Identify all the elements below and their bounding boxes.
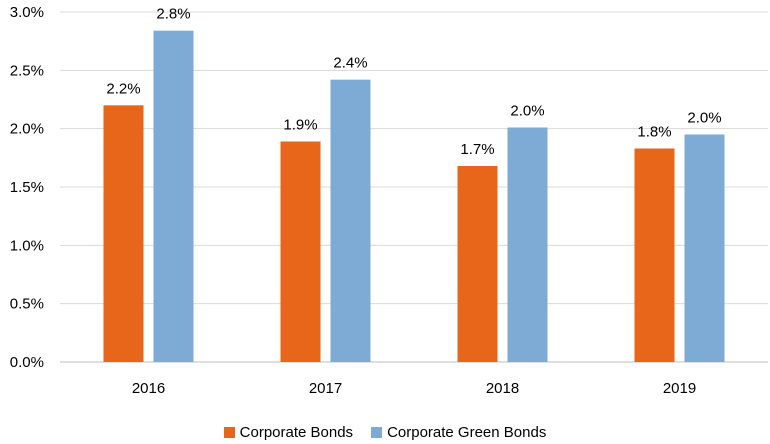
- legend-item-corporate-green-bonds: Corporate Green Bonds: [371, 424, 546, 441]
- y-tick-label: 0.0%: [10, 354, 44, 371]
- bar-corporate-green-bonds-2019: [684, 134, 725, 362]
- bar-corporate-bonds-2018: [457, 166, 498, 362]
- legend-item-corporate-bonds: Corporate Bonds: [223, 423, 354, 441]
- bar-corporate-green-bonds-2017: [330, 79, 371, 363]
- data-label: 1.8%: [637, 124, 671, 141]
- y-tick-label: 3.0%: [10, 4, 44, 21]
- x-axis: 2016 2017 2018 2019: [132, 380, 696, 397]
- bar-corporate-bonds-2016: [103, 105, 144, 362]
- y-tick-label: 2.0%: [10, 121, 44, 138]
- bar-corporate-green-bonds-2016: [153, 30, 194, 363]
- legend-swatch-corporate-green-bonds: [371, 426, 383, 438]
- bar-corporate-bonds-2019: [634, 148, 675, 362]
- data-label: 2.2%: [106, 80, 140, 97]
- data-label: 1.9%: [283, 117, 317, 134]
- x-tick-label: 2016: [132, 380, 165, 397]
- legend-swatch-corporate-bonds: [223, 426, 235, 438]
- data-labels: 2.2% 2.8% 1.9% 2.4% 1.7% 2.0% 1.8% 2.0%: [106, 6, 721, 158]
- data-label: 2.4%: [333, 55, 367, 72]
- x-tick-label: 2018: [486, 380, 519, 397]
- y-tick-label: 1.0%: [10, 237, 44, 254]
- bar-corporate-bonds-2017: [280, 141, 321, 362]
- y-tick-label: 2.5%: [10, 62, 44, 79]
- x-tick-label: 2017: [309, 380, 342, 397]
- bar-corporate-green-bonds-2018: [507, 127, 548, 362]
- data-label: 2.8%: [156, 6, 190, 23]
- legend-label-corporate-bonds: Corporate Bonds: [239, 423, 354, 441]
- data-label: 1.7%: [460, 141, 494, 158]
- data-label: 2.0%: [687, 110, 721, 127]
- y-tick-label: 1.5%: [10, 179, 44, 196]
- bars: [103, 30, 725, 363]
- legend-label-corporate-green-bonds: Corporate Green Bonds: [387, 423, 547, 441]
- x-tick-label: 2019: [663, 380, 696, 397]
- y-axis: 0.0% 0.5% 1.0% 1.5% 2.0% 2.5% 3.0%: [10, 4, 44, 371]
- y-tick-label: 0.5%: [10, 296, 44, 313]
- data-label: 2.0%: [510, 103, 544, 120]
- legend: Corporate Bonds Corporate Green Bonds: [0, 421, 770, 443]
